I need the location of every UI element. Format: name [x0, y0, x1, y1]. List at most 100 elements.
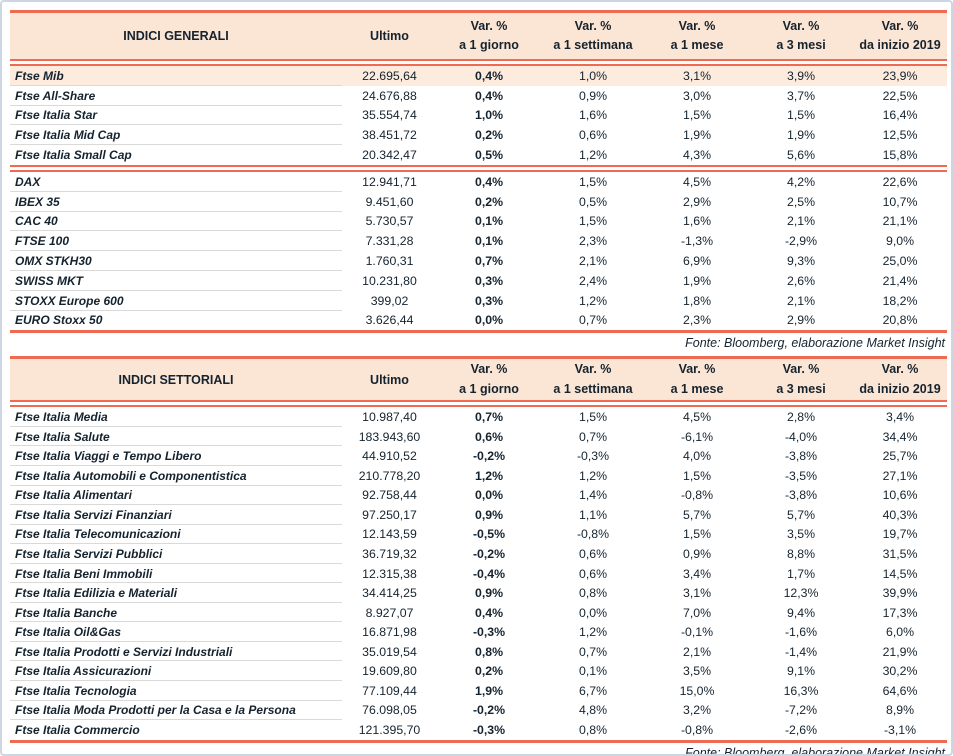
var-value: 1,8% [682, 293, 712, 308]
ultimo-value: 399,02 [370, 293, 409, 308]
ultimo-value: 19.609,80 [362, 664, 417, 679]
index-name: Ftse Italia Tecnologia [10, 681, 342, 701]
var-value: 1,2% [578, 293, 608, 308]
var-label: Var. % [470, 18, 508, 33]
var-value: -0,4% [472, 566, 506, 581]
section-divider [10, 164, 947, 172]
var-label: Var. % [574, 362, 612, 377]
table-title: INDICI SETTORIALI [118, 372, 234, 387]
index-name: Ftse Italia Beni Immobili [10, 564, 342, 584]
var-value: 1,9% [682, 128, 712, 143]
var-value: 4,3% [682, 148, 712, 163]
table-row: Ftse Italia Viaggi e Tempo Libero 44.910,… [10, 446, 947, 466]
var-value: 0,4% [474, 68, 504, 83]
var-label: Var. % [678, 18, 716, 33]
var-value: 21,9% [882, 644, 918, 659]
var-value: 2,8% [786, 410, 816, 425]
var-label: Var. % [881, 362, 919, 377]
var-value: 0,7% [578, 313, 608, 328]
index-name: Ftse Italia Mid Cap [10, 125, 342, 145]
ultimo-value: 210.778,20 [358, 468, 421, 483]
var-value: 0,4% [474, 88, 504, 103]
var-value: 1,4% [578, 488, 608, 503]
var-value: 1,2% [578, 468, 608, 483]
ultimo-value: 22.695,64 [362, 68, 417, 83]
var-value: 0,6% [578, 546, 608, 561]
table-row: OMX STKH30 1.760,31 0,7% 2,1% 6,9% 9,3% 25,0% [10, 251, 947, 271]
ultimo-value: 12.941,71 [362, 174, 417, 189]
var-value: 1,0% [474, 108, 504, 123]
ultimo-value: 5.730,57 [365, 214, 414, 229]
var-value: 1,5% [682, 108, 712, 123]
table-row: Ftse Italia Banche 8.927,07 0,4% 0,0% 7,0% 9,… [10, 603, 947, 623]
table-row: Ftse Mib 22.695,64 0,4% 1,0% 3,1% 3,9% 23,9% [10, 66, 947, 86]
period-label: a 1 settimana [553, 381, 633, 396]
table-row: EURO Stoxx 50 3.626,44 0,0% 0,7% 2,3% 2,9% 20,… [10, 311, 947, 331]
var-value: -3,8% [784, 449, 818, 464]
var-value: 0,2% [474, 128, 504, 143]
index-name: Ftse All-Share [10, 86, 342, 106]
var-value: 1,5% [786, 108, 816, 123]
ultimo-value: 16.871,98 [362, 625, 417, 640]
table-row: Ftse Italia Moda Prodotti per la Casa e … [10, 701, 947, 721]
var-label: Var. % [574, 18, 612, 33]
ultimo-value: 77.109,44 [362, 683, 417, 698]
var-value: 3,7% [786, 88, 816, 103]
period-label: a 3 mesi [776, 38, 826, 52]
var-value: 0,1% [474, 214, 504, 229]
var-value: 0,8% [474, 644, 504, 659]
var-value: 5,7% [786, 507, 816, 522]
european-indices-section: DAX 12.941,71 0,4% 1,5% 4,5% 4,2% 22,6% IBEX 35… [10, 172, 947, 330]
column-var-3-mesi: Var. % a 3 mesi [749, 360, 853, 399]
ultimo-value: 97.250,17 [362, 507, 417, 522]
var-value: 0,3% [474, 293, 504, 308]
var-value: 10,6% [882, 488, 918, 503]
var-value: 15,8% [882, 148, 918, 163]
table-bottom-border [10, 330, 947, 334]
ultimo-value: 10.231,80 [362, 273, 417, 288]
ultimo-value: 24.676,88 [362, 88, 417, 103]
var-value: 2,3% [578, 234, 608, 249]
var-value: 22,6% [882, 174, 918, 189]
var-value: -0,3% [472, 625, 506, 640]
table-row: Ftse Italia Servizi Finanziari 97.250,17 0… [10, 505, 947, 525]
var-value: 0,2% [474, 194, 504, 209]
var-value: 25,7% [882, 449, 918, 464]
ultimo-value: 12.143,59 [362, 527, 417, 542]
var-value: 2,9% [786, 313, 816, 328]
table-row: Ftse Italia Beni Immobili 12.315,38 -0,4% 0… [10, 564, 947, 584]
var-value: 23,9% [882, 68, 918, 83]
period-label: a 1 mese [670, 381, 724, 396]
var-value: 0,2% [474, 664, 504, 679]
ultimo-value: 76.098,05 [362, 703, 417, 718]
var-value: 8,8% [786, 546, 816, 561]
var-value: 21,4% [882, 273, 918, 288]
var-label: Var. % [782, 362, 820, 377]
var-value: 19,7% [882, 527, 918, 542]
var-value: 4,2% [786, 174, 816, 189]
var-value: 6,7% [578, 683, 608, 698]
ultimo-value: 10.987,40 [362, 410, 417, 425]
index-name: Ftse Italia Small Cap [15, 148, 132, 163]
column-var-3-mesi: Var. % a 3 mesi [749, 17, 853, 56]
column-var-1-giorno: Var. % a 1 giorno [437, 17, 541, 56]
period-label: a 3 mesi [776, 381, 826, 396]
table-row: Ftse Italia Telecomunicazioni 12.143,59 -0… [10, 525, 947, 545]
var-value: 1,2% [474, 468, 504, 483]
table-row: Ftse Italia Oil&Gas 16.871,98 -0,3% 1,2% -0,… [10, 622, 947, 642]
table-row: Ftse Italia Small Cap 20.342,47 0,5% 1,2% 4,… [10, 145, 947, 165]
table-row: Ftse Italia Commercio 121.395,70 -0,3% 0,8%… [10, 720, 947, 740]
var-value: 3,1% [682, 68, 712, 83]
var-value: 64,6% [882, 683, 918, 698]
ultimo-value: 34.414,25 [362, 586, 417, 601]
var-value: -0,2% [472, 546, 506, 561]
var-value: 25,0% [882, 254, 918, 269]
var-value: 2,1% [786, 293, 816, 308]
var-value: 1,5% [682, 468, 712, 483]
var-value: 16,4% [882, 108, 918, 123]
var-value: -0,1% [680, 625, 714, 640]
table-header: INDICI GENERALI Ultimo Var. % a 1 giorno… [10, 13, 947, 59]
ultimo-value: 9.451,60 [365, 194, 414, 209]
ultimo-value: 44.910,52 [362, 449, 417, 464]
source-note: Fonte: Bloomberg, elaborazione Market In… [685, 336, 945, 351]
